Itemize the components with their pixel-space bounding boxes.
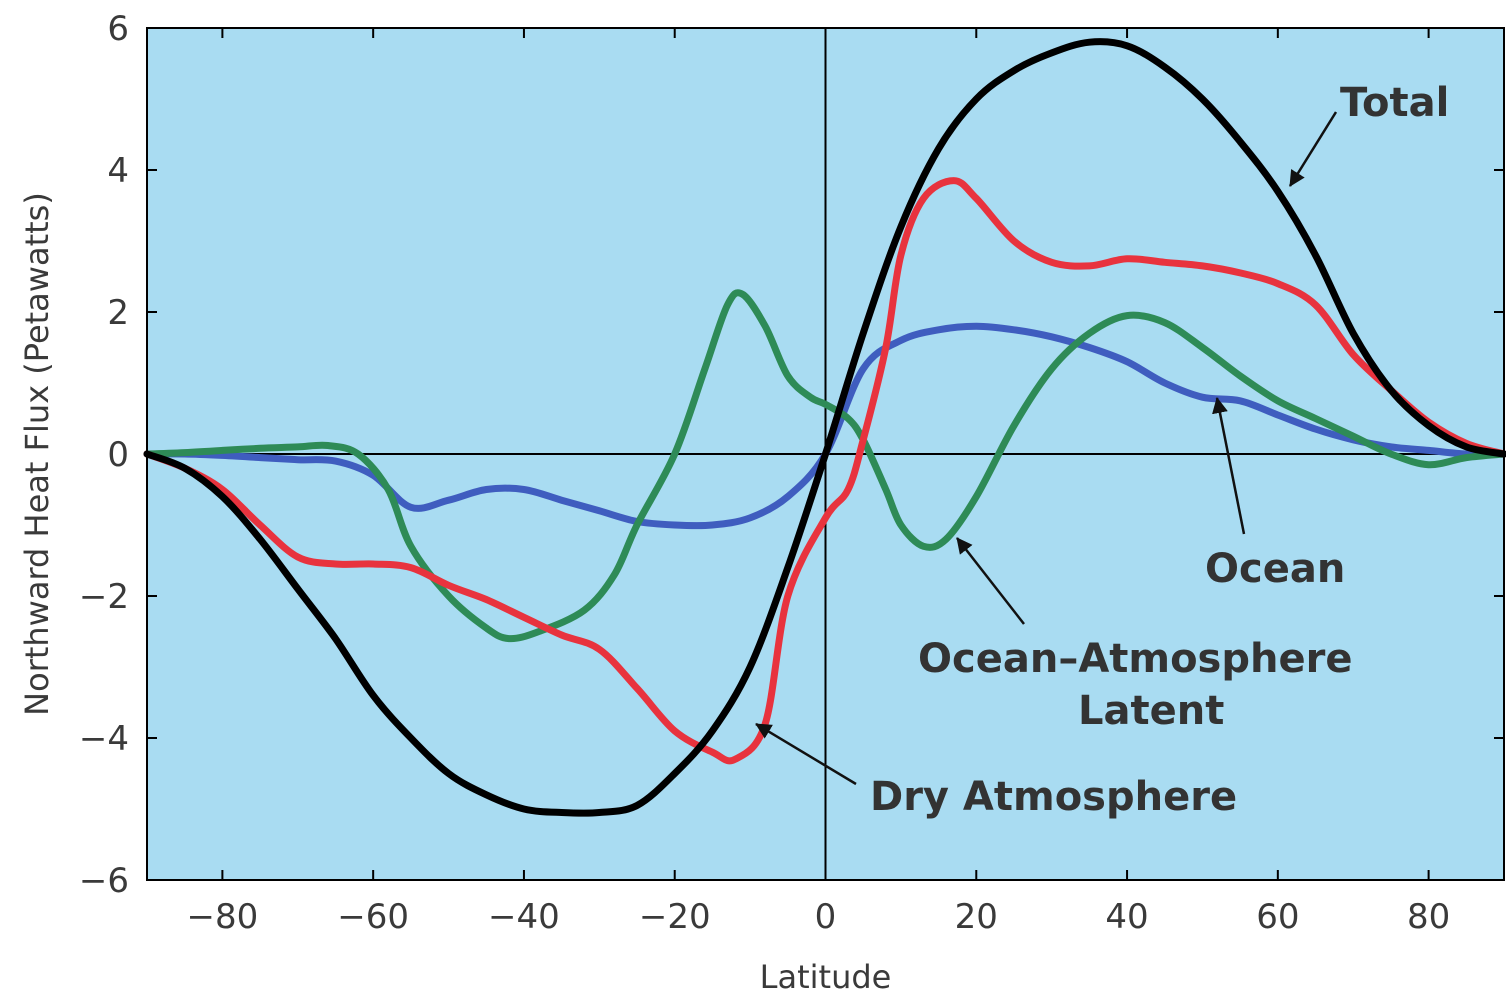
x-tick-label: −80 [187, 897, 259, 937]
annotation-label-dry-atmosphere: Dry Atmosphere [870, 774, 1237, 820]
y-axis-title: Northward Heat Flux (Petawatts) [18, 192, 56, 716]
y-tick-label: −2 [79, 577, 129, 617]
x-tick-label: 80 [1407, 897, 1450, 937]
x-tick-label: 40 [1105, 897, 1148, 937]
annotation-label-ocean: Ocean [1205, 546, 1345, 592]
annotation-arrow-ocean-atmosphere-latent [956, 537, 1025, 625]
y-tick-label: −4 [79, 719, 129, 759]
annotation-label-ocean-atmosphere-latent: Ocean–Atmosphere [918, 636, 1352, 682]
plot-frame [146, 27, 1505, 881]
y-tick-label: 0 [107, 435, 129, 475]
x-tick-label: 60 [1256, 897, 1299, 937]
y-tick-label: 2 [107, 293, 129, 333]
series-line-dry-atmosphere [143, 177, 1506, 765]
x-axis-title: Latitude [760, 958, 892, 996]
x-tick-label: 20 [955, 897, 998, 937]
y-tick-label: 6 [107, 9, 129, 49]
annotation-arrow-total [1288, 111, 1338, 187]
annotation-arrow-ocean [1212, 397, 1246, 535]
annotation-label-ocean-atmosphere-latent: Latent [1078, 688, 1224, 734]
series-line-total [143, 38, 1506, 817]
x-tick-label: −60 [337, 897, 409, 937]
annotation-arrow-dry-atmosphere [755, 722, 857, 786]
x-tick-label: −40 [488, 897, 560, 937]
annotation-label-total: Total [1340, 80, 1449, 126]
annotations: Total Ocean Ocean–Atmosphere Latent Dry Atmo… [755, 80, 1449, 820]
x-tick-label: 0 [815, 897, 837, 937]
series-line-ocean-atmosphere-latent [143, 289, 1506, 643]
x-tick-label: −20 [639, 897, 711, 937]
series-layer [143, 38, 1506, 817]
y-tick-label: 4 [107, 151, 129, 191]
y-tick-label: −6 [79, 861, 129, 901]
